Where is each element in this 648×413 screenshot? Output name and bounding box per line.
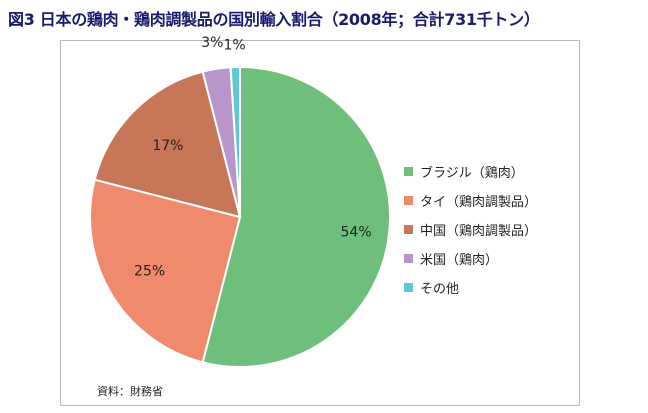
legend-item: その他 — [404, 278, 537, 297]
legend-item: 中国（鶏肉調製品） — [404, 220, 538, 239]
pie-slice — [229, 65, 241, 218]
legend-label: 米国（鶏肉） — [420, 252, 499, 268]
slice-value-label: 3% — [201, 35, 223, 51]
slice-value-label: 54% — [341, 225, 372, 241]
legend-swatch — [404, 253, 413, 263]
legend-item: 米国（鶏肉） — [404, 249, 537, 268]
legend-label: 中国（鶏肉調製品） — [420, 223, 538, 239]
slice-value-label: 17% — [152, 138, 183, 154]
legend-label: タイ（鶏肉調製品） — [420, 194, 538, 210]
slice-value-label: 25% — [134, 263, 165, 279]
chart-title: 図3 日本の鶏肉・鶏肉調製品の国別輸入割合（2008年；合計731千トン） — [8, 10, 540, 29]
legend-label: ブラジル（鶏肉） — [420, 165, 524, 181]
legend-item: タイ（鶏肉調製品） — [404, 191, 538, 210]
slice-value-label: 1% — [223, 38, 245, 54]
legend-swatch — [404, 166, 413, 176]
legend-swatch — [404, 282, 413, 292]
legend-label: その他 — [420, 281, 460, 297]
source-note: 資料：財務省 — [97, 385, 163, 398]
pie-slice — [89, 178, 242, 364]
legend-swatch — [404, 224, 413, 234]
pie-slice — [201, 65, 391, 368]
legend-swatch — [404, 195, 413, 205]
pie-slice — [93, 70, 242, 219]
legend-item: ブラジル（鶏肉） — [404, 162, 537, 181]
legend: ブラジル（鶏肉） タイ（鶏肉調製品） 中国（鶏肉調製品） 米国（鶏肉） その他 — [404, 162, 537, 307]
